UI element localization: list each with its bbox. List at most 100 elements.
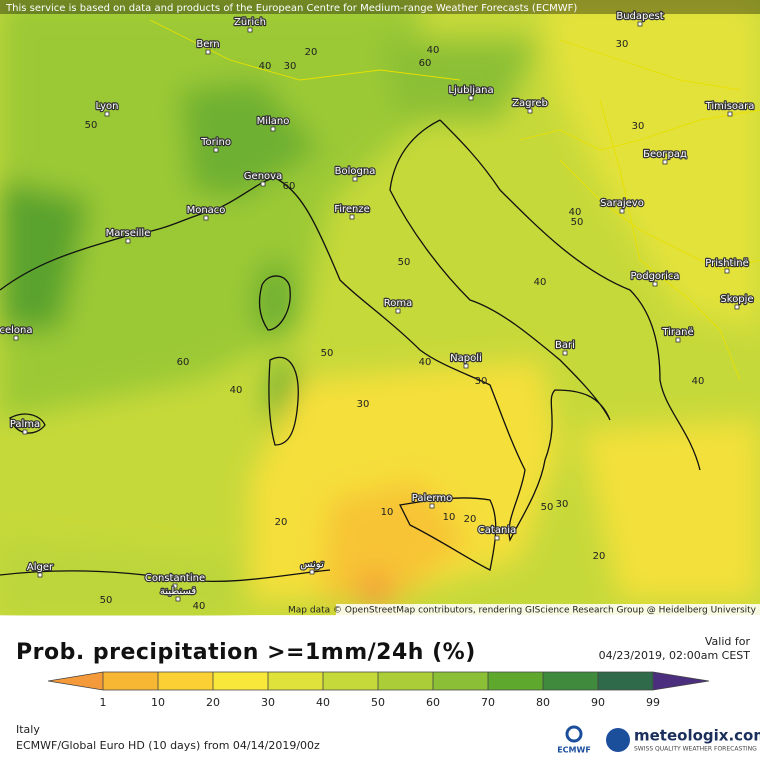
colorbar-tick-label: 20 — [206, 696, 220, 709]
city-marker — [619, 208, 625, 214]
city-marker — [652, 281, 658, 287]
city-marker — [637, 21, 643, 27]
contour-label: 50 — [398, 257, 411, 268]
city-marker — [734, 304, 740, 310]
ecmwf-logo — [565, 725, 583, 743]
city-marker — [463, 363, 469, 369]
colorbar-segment — [323, 672, 378, 690]
city-label: Timisoara — [705, 101, 755, 112]
header-bar — [0, 0, 760, 14]
city-label: Firenze — [334, 204, 370, 215]
region: Italy — [16, 723, 40, 736]
city-label: Palermo — [412, 493, 452, 504]
partner: ECMWF — [557, 746, 591, 755]
city-marker — [724, 268, 730, 274]
colorbar-segment — [158, 672, 213, 690]
city-label: Tiranë — [661, 327, 693, 338]
brand-logo[interactable] — [606, 728, 630, 752]
colorbar-tick-label: 99 — [646, 696, 660, 709]
colorbar-segment — [433, 672, 488, 690]
contour-label: 40 — [230, 385, 243, 396]
contour-label: 20 — [593, 551, 606, 562]
brand[interactable]: meteologix.com — [634, 727, 760, 745]
contour-label: 50 — [541, 502, 554, 513]
valid-time: 04/23/2019, 02:00am CEST — [599, 649, 751, 662]
contour-label: 60 — [419, 58, 432, 69]
city-label: Roma — [384, 298, 413, 309]
city-marker — [175, 596, 181, 602]
city-label: تونس — [300, 559, 324, 570]
colorbar-tick-label: 90 — [591, 696, 605, 709]
city-marker — [203, 215, 209, 221]
header-note: This service is based on data and produc… — [5, 3, 577, 14]
city-marker — [494, 535, 500, 541]
city-label: Genova — [244, 171, 282, 182]
city-label: Marseille — [106, 228, 151, 239]
city-marker — [468, 95, 474, 101]
contour-label: 40 — [534, 277, 547, 288]
colorbar-segment — [378, 672, 433, 690]
city-label: Constantine — [145, 573, 205, 584]
contour-label: 30 — [632, 121, 645, 132]
city-label: Skopje — [720, 294, 753, 305]
city-marker — [205, 49, 211, 55]
contour-label: 50 — [85, 120, 98, 131]
colorbar-tick-label: 70 — [481, 696, 495, 709]
city-label: Torino — [200, 137, 231, 148]
colorbar-tick-label: 50 — [371, 696, 385, 709]
contour-label: 40 — [193, 601, 206, 612]
city-label: Lyon — [95, 101, 118, 112]
city-marker — [260, 181, 266, 187]
city-marker — [22, 429, 28, 435]
brand-tagline: SWISS QUALITY WEATHER FORECASTING — [634, 746, 757, 753]
contour-label: 40 — [419, 357, 432, 368]
city-label: Београд — [643, 149, 687, 160]
city-label: Catania — [478, 525, 516, 536]
city-label: قسنطينة — [160, 586, 197, 597]
city-label: Alger — [27, 562, 54, 573]
attribution: Map data © OpenStreetMap contributors, r… — [288, 606, 757, 616]
city-label: Bologna — [335, 166, 376, 177]
city-label: Zürich — [234, 17, 266, 28]
city-label: Ljubljana — [448, 85, 493, 96]
contour-label: 60 — [283, 181, 296, 192]
city-marker — [309, 569, 315, 575]
contour-label: 30 — [284, 61, 297, 72]
city-label: Podgorica — [630, 271, 679, 282]
colorbar-segment — [268, 672, 323, 690]
colorbar-tick-label: 60 — [426, 696, 440, 709]
city-label: Palma — [10, 419, 40, 430]
attribution-bg — [336, 604, 760, 616]
city-label: Milano — [257, 116, 290, 127]
city-marker — [247, 27, 253, 33]
contour-label: 40 — [569, 207, 582, 218]
contour-label: 10 — [381, 507, 394, 518]
city-label: Napoli — [450, 353, 482, 364]
city-marker — [349, 214, 355, 220]
city-label: Zagreb — [512, 98, 548, 109]
city-label: Budapest — [616, 11, 663, 22]
colorbar-tick-label: 80 — [536, 696, 550, 709]
map-field — [0, 0, 760, 615]
contour-label: 40 — [692, 376, 705, 387]
model-run: ECMWF/Global Euro HD (10 days) from 04/1… — [16, 739, 320, 752]
colorbar-segment — [213, 672, 268, 690]
colorbar-under — [48, 672, 103, 690]
contour-label: 60 — [177, 357, 190, 368]
coastlines — [0, 119, 701, 582]
city-marker — [675, 337, 681, 343]
colorbar-tick-label: 10 — [151, 696, 165, 709]
city-marker — [352, 176, 358, 182]
city-label: Bari — [555, 340, 575, 351]
contour-label: 40 — [259, 61, 272, 72]
city-marker — [395, 308, 401, 314]
colorbar: 1 10 20 30 40 50 60 70 80 90 99 — [47, 671, 710, 709]
colorbar-segment — [598, 672, 653, 690]
contour-label: 30 — [556, 499, 569, 510]
city-marker — [104, 111, 110, 117]
colorbar-segment — [488, 672, 543, 690]
contour-label: 30 — [475, 376, 488, 387]
